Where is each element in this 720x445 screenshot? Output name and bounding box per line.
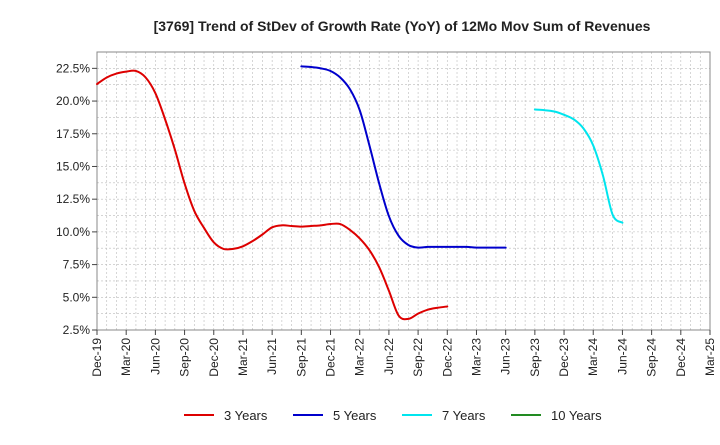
legend-label-7-years: 7 Years [442,408,486,423]
x-tick-label: Jun-20 [148,338,162,375]
legend-label-5-years: 5 Years [333,408,377,423]
y-tick-label: 20.0% [56,94,90,108]
x-tick-label: Jun-21 [265,338,279,375]
x-tick-label: Dec-19 [90,338,104,377]
y-tick-label: 15.0% [56,159,90,173]
plot-area: 2.5% 5.0% 7.5% 10.0% 12.5% 15.0% 17.5% 20.0% 22.… [56,51,717,377]
x-tick-label: Dec-24 [674,338,688,377]
x-tick-label: Dec-23 [557,338,571,377]
y-tick-label: 17.5% [56,127,90,141]
legend-label-10-years: 10 Years [551,408,602,423]
y-tick-label: 12.5% [56,192,90,206]
plot-frame [96,51,711,331]
x-tick-label: Dec-22 [440,338,454,377]
y-tick-label: 7.5% [63,258,91,272]
y-tick-label: 10.0% [56,225,90,239]
chart-title: [3769] Trend of StDev of Growth Rate (Yo… [154,18,651,34]
x-tick-label: Sep-23 [528,338,542,377]
x-tick-label: Mar-23 [469,338,483,376]
x-tick-label: Dec-20 [207,338,221,377]
x-tick-label: Jun-24 [615,338,629,375]
x-tick-label: Sep-24 [645,338,659,377]
x-tick-label: Mar-24 [586,338,600,376]
x-tick-label: Mar-25 [703,338,717,376]
y-tick-label: 2.5% [63,323,91,337]
series-line-7-years [533,108,624,224]
x-tick-label: Dec-21 [324,338,338,377]
legend-label-3-years: 3 Years [224,408,268,423]
y-tick-label: 22.5% [56,61,90,75]
plot-background [97,52,710,330]
x-tick-label: Sep-21 [294,338,308,377]
legend: 3 Years 5 Years 7 Years 10 Years [184,408,602,423]
x-tick-label: Jun-22 [382,338,396,375]
y-tick-label: 5.0% [63,290,91,304]
x-tick-label: Mar-21 [236,338,250,376]
x-tick-label: Sep-20 [178,338,192,377]
x-tick-label: Jun-23 [499,338,513,375]
x-tick-label: Mar-20 [119,338,133,376]
series-line-5-years [300,65,507,249]
series-line-3-years [96,69,449,321]
x-tick-label: Sep-22 [411,338,425,377]
x-tick-label: Mar-22 [353,338,367,376]
